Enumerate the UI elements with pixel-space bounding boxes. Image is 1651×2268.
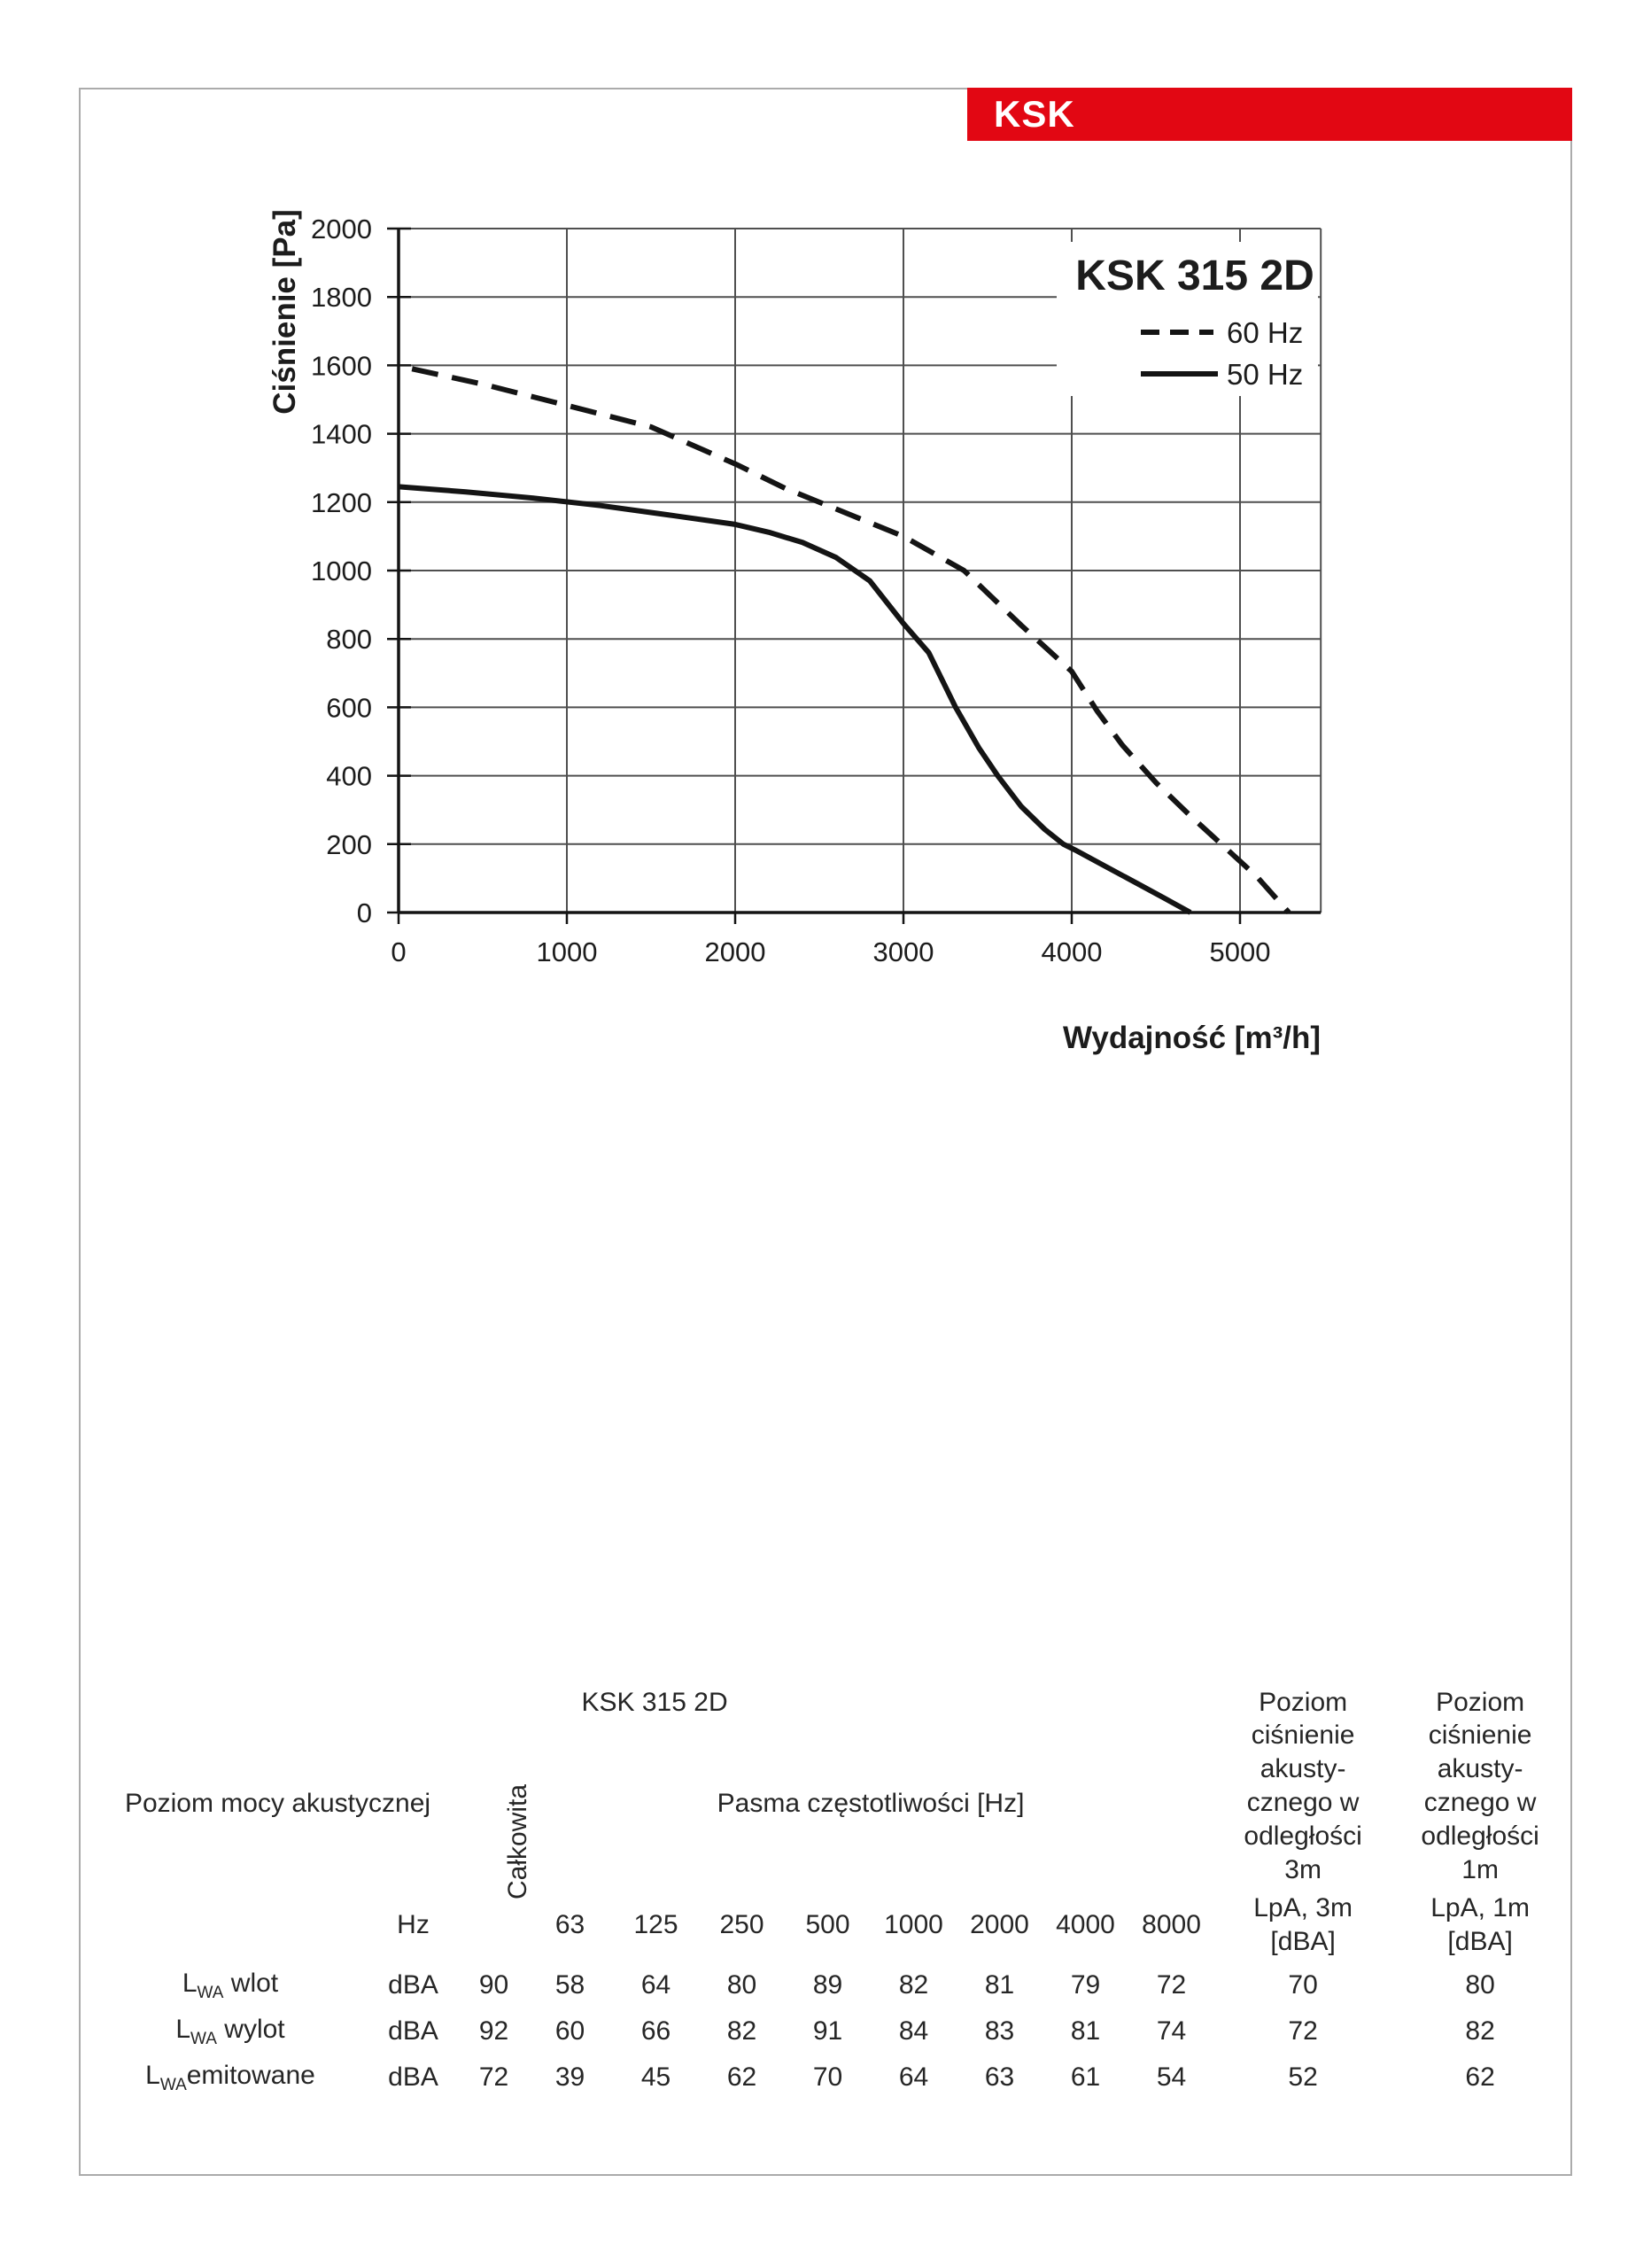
y-tick-label: 0	[357, 897, 372, 928]
band-value: 64	[898, 2062, 929, 2092]
band-value: 81	[984, 1970, 1015, 2000]
band-header-2000: 2000	[970, 1909, 1029, 1939]
unit-header: Hz	[397, 1909, 430, 1939]
x-tick-label: 5000	[1210, 936, 1271, 967]
band-value: 82	[898, 1970, 929, 2000]
band-header-63: 63	[554, 1909, 585, 1939]
band-value: 79	[1070, 1970, 1101, 2000]
total-cell: 90	[478, 1970, 509, 2000]
band-value: 89	[812, 1970, 843, 2000]
band-value: 81	[1070, 2016, 1101, 2046]
y-tick-label: 1800	[311, 282, 372, 313]
lpa1-distance-header: Poziom ciśnienie akusty- cznego w odległ…	[1421, 1687, 1539, 1884]
lpa1-value: 80	[1465, 1970, 1495, 2000]
sound-power-header: Poziom mocy akustycznej	[124, 1789, 431, 1818]
chart-axes	[387, 227, 1322, 924]
lpa1-header: LpA, 1m [dBA]	[1430, 1892, 1530, 1956]
lpa3-value: 72	[1288, 2016, 1318, 2046]
band-value: 91	[812, 2016, 843, 2046]
band-header-500: 500	[805, 1909, 850, 1939]
lpa1-value: 82	[1465, 2016, 1495, 2046]
chart-legend: KSK 315 2D 60 Hz 50 Hz	[1057, 242, 1318, 396]
lpa3-value: 70	[1288, 1970, 1318, 2000]
band-value: 72	[1156, 1970, 1187, 2000]
band-value: 39	[554, 2062, 585, 2092]
band-value: 63	[984, 2062, 1015, 2092]
y-axis-label: Ciśnienie [Pa]	[267, 209, 302, 414]
x-tick-label: 2000	[705, 936, 766, 967]
row-label-lwa-wylot: LWA wylot	[175, 2014, 285, 2048]
y-tick-label: 1200	[311, 487, 372, 518]
total-column-header: Całkowita	[461, 1720, 532, 1962]
row-label-lwa-emitowane: LWAemitowane	[145, 2060, 315, 2094]
legend-title: KSK 315 2D	[1075, 252, 1314, 299]
lpa3-header: LpA, 3m [dBA]	[1253, 1892, 1353, 1956]
table-row: LWAemitowane dBA 72 39 45 62 70 64 63 61…	[95, 2054, 1569, 2101]
x-tick-label: 4000	[1042, 936, 1103, 967]
chart-tick-labels: 0 200 400 600 800 1000 1200 1400 1600 1800 2000 0 10…	[311, 214, 1270, 967]
x-tick-label: 1000	[537, 936, 598, 967]
y-tick-label: 1000	[311, 555, 372, 586]
row-label-lwa-wlot: LWA wlot	[182, 1968, 279, 2002]
header-tab-label: KSK	[994, 93, 1075, 135]
frequency-bands-header: Pasma częstotliwości [Hz]	[717, 1789, 1025, 1818]
x-tick-label: 3000	[873, 936, 934, 967]
total-cell: 72	[478, 2062, 509, 2092]
y-tick-label: 200	[326, 829, 372, 860]
lpa3-value: 52	[1288, 2062, 1318, 2092]
band-value: 84	[898, 2016, 929, 2046]
band-value: 45	[640, 2062, 671, 2092]
total-column-header-text: Całkowita	[503, 1783, 533, 1899]
unit-cell: dBA	[388, 2062, 438, 2092]
y-tick-label: 1400	[311, 419, 372, 450]
band-value: 70	[812, 2062, 843, 2092]
legend-50hz-label: 50 Hz	[1227, 358, 1303, 391]
unit-cell: dBA	[388, 2016, 438, 2046]
x-tick-label: 0	[391, 936, 406, 967]
y-tick-label: 2000	[311, 214, 372, 245]
band-value: 66	[640, 2016, 671, 2046]
acoustic-data-table: KSK 315 2D Poziom ciśnienie akusty- czne…	[95, 1685, 1569, 2101]
band-header-250: 250	[719, 1909, 764, 1939]
band-header-1000: 1000	[884, 1909, 943, 1939]
unit-cell: dBA	[388, 1970, 438, 2000]
table-title: KSK 315 2D	[581, 1688, 728, 1717]
chart-curves	[398, 366, 1291, 915]
curve-50-hz	[398, 484, 1192, 915]
empty-header-cell	[95, 1887, 366, 1962]
band-header-125: 125	[633, 1909, 678, 1939]
y-tick-label: 600	[326, 692, 372, 723]
y-tick-label: 400	[326, 761, 372, 792]
legend-background	[1057, 242, 1318, 396]
table-row: LWA wlot dBA 90 58 64 80 89 82 81 79 72 …	[95, 1962, 1569, 2008]
band-value: 58	[554, 1970, 585, 2000]
band-value: 82	[726, 2016, 757, 2046]
y-tick-label: 800	[326, 624, 372, 655]
lpa3-distance-header: Poziom ciśnienie akusty- cznego w odległ…	[1244, 1687, 1362, 1884]
band-header-4000: 4000	[1056, 1909, 1115, 1939]
band-value: 83	[984, 2016, 1015, 2046]
header-bar: KSK	[967, 88, 1572, 141]
table-row: LWA wylot dBA 92 60 66 82 91 84 83 81 74…	[95, 2008, 1569, 2054]
lpa1-value: 62	[1465, 2062, 1495, 2092]
y-tick-label: 1600	[311, 350, 372, 381]
curve-60-hz	[411, 366, 1291, 914]
band-value: 80	[726, 1970, 757, 2000]
legend-60hz-label: 60 Hz	[1227, 316, 1303, 349]
band-value: 62	[726, 2062, 757, 2092]
band-value: 61	[1070, 2062, 1101, 2092]
fan-curve-chart: 0 200 400 600 800 1000 1200 1400 1600 1800 2000 0 10…	[267, 209, 1322, 1055]
x-axis-label: Wydajność [m³/h]	[1063, 1021, 1321, 1055]
band-value: 60	[554, 2016, 585, 2046]
page-border	[79, 88, 1572, 2176]
total-cell: 92	[478, 2016, 509, 2046]
band-value: 74	[1156, 2016, 1187, 2046]
band-header-8000: 8000	[1142, 1909, 1201, 1939]
band-value: 54	[1156, 2062, 1187, 2092]
band-value: 64	[640, 1970, 671, 2000]
